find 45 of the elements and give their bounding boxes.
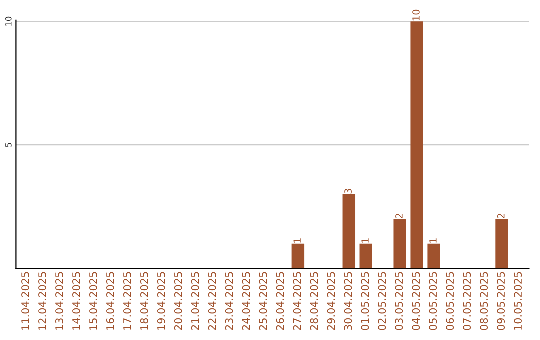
x-tick-label: 15.04.2025	[89, 272, 98, 330]
x-tick-label: 21.04.2025	[191, 272, 200, 330]
x-tick-label: 13.04.2025	[56, 272, 64, 330]
x-tick-label: 03.05.2025	[395, 272, 404, 330]
data-label: 1	[294, 238, 301, 243]
x-tick-label: 07.05.2025	[463, 272, 472, 330]
data-label: 10	[412, 10, 420, 21]
x-tick-label: 22.04.2025	[208, 272, 216, 330]
x-tick-label: 04.05.2025	[412, 272, 420, 330]
bar	[342, 194, 356, 269]
x-tick-label: 18.04.2025	[140, 272, 148, 330]
x-tick-label: 12.04.2025	[38, 272, 46, 330]
data-label: 2	[396, 214, 403, 218]
x-tick-label: 19.04.2025	[157, 272, 166, 330]
x-tick-label: 01.05.2025	[361, 272, 370, 330]
data-label: 2	[497, 214, 505, 218]
bar	[360, 244, 372, 269]
x-tick-label: 05.05.2025	[429, 272, 438, 330]
x-tick-label: 08.05.2025	[480, 272, 488, 330]
x-tick-label: 09.05.2025	[497, 272, 506, 330]
data-label: 1	[430, 238, 437, 243]
x-tick-label: 23.04.2025	[225, 272, 234, 330]
data-label: 1	[362, 238, 369, 243]
x-tick-label: 30.04.2025	[344, 272, 352, 330]
x-tick-label: 02.05.2025	[378, 272, 386, 330]
bar	[394, 219, 406, 269]
bar	[428, 244, 440, 269]
x-tick-label: 10.05.2025	[514, 272, 522, 330]
x-tick-label: 29.04.2025	[327, 272, 336, 330]
bar	[496, 219, 508, 269]
bar	[410, 22, 424, 269]
x-tick-label: 17.04.2025	[123, 272, 132, 330]
x-tick-label: 16.04.2025	[106, 272, 114, 330]
x-tick-label: 06.05.2025	[446, 272, 454, 330]
bar	[292, 244, 305, 269]
x-tick-label: 20.04.2025	[174, 272, 182, 330]
x-tick-label: 26.04.2025	[276, 272, 284, 330]
x-tick-label: 28.04.2025	[310, 272, 318, 330]
x-tick-label: 24.04.2025	[242, 272, 250, 330]
x-tick-label: 11.04.2025	[22, 272, 30, 330]
y-tick-label: 5	[6, 143, 12, 148]
x-tick-label: 27.04.2025	[293, 272, 302, 330]
x-tick-label: 25.04.2025	[259, 272, 268, 330]
data-label: 3	[344, 189, 352, 194]
x-tick-label: 14.04.2025	[72, 272, 80, 330]
